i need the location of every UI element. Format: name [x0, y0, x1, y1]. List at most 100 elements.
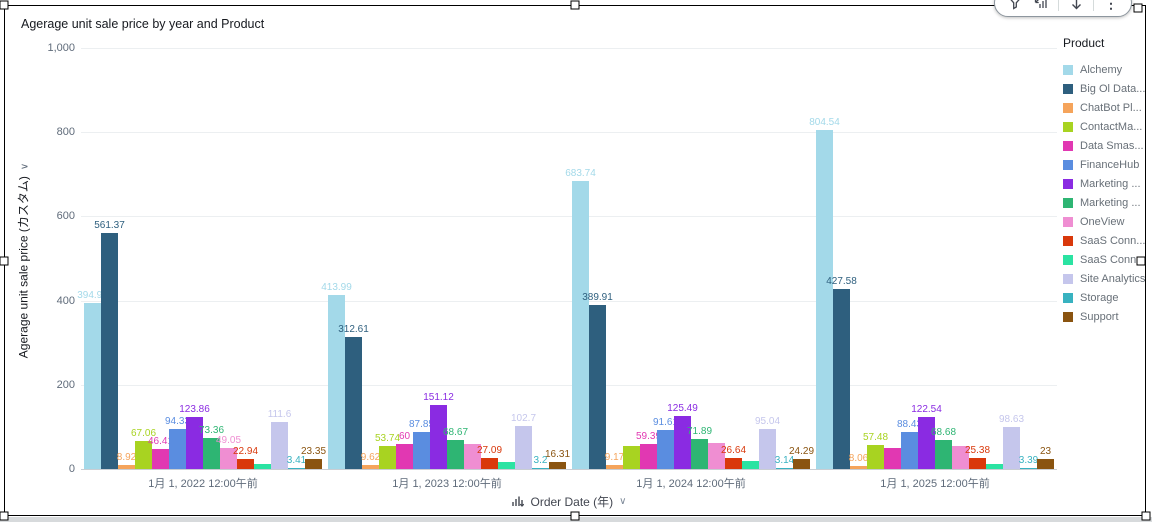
chart-bar[interactable]: 25.38: [965, 445, 990, 469]
kebab-menu-icon[interactable]: ⋮: [1099, 0, 1123, 15]
legend-item[interactable]: Storage: [1063, 288, 1149, 307]
resize-handle-top-left[interactable]: [0, 0, 9, 10]
chart-bar[interactable]: 91.61: [653, 417, 678, 469]
chart-arrow-icon[interactable]: [1029, 0, 1053, 15]
legend-item[interactable]: Big Ol Data...: [1063, 79, 1149, 98]
chart-bar[interactable]: 49.05: [216, 435, 241, 469]
chart-bar[interactable]: 23.35: [301, 446, 326, 469]
chart-bar[interactable]: 102.7: [511, 413, 536, 469]
legend-item[interactable]: Alchemy: [1063, 60, 1149, 79]
chart-bar[interactable]: 68.67: [443, 427, 468, 469]
x-axis-label: 1月 1, 2023 12:00午前: [392, 478, 502, 490]
legend-item[interactable]: Support: [1063, 307, 1149, 326]
chart-bar[interactable]: 151.12: [423, 392, 454, 469]
chart-bar[interactable]: 16.31: [545, 449, 570, 469]
visual-container[interactable]: Agerage unit sale price by year and Prod…: [4, 5, 1146, 516]
legend-item[interactable]: Data Smas...: [1063, 136, 1149, 155]
arrow-down-icon[interactable]: [1064, 0, 1088, 15]
y-tick-label: 0: [68, 463, 75, 475]
chart-bar[interactable]: 3.2: [532, 455, 549, 469]
chart-bar[interactable]: [952, 445, 969, 469]
chart-bar[interactable]: 123.86: [179, 404, 210, 469]
bar-group: 683.74 389.91 9.17 59.39 91.61 125.49 71.89 26.…: [565, 48, 814, 469]
chart-bar[interactable]: 94.33: [165, 416, 190, 469]
legend-item[interactable]: FinanceHub: [1063, 155, 1149, 174]
bar-value-label: 22.94: [232, 446, 259, 458]
chart-bar[interactable]: 46.41: [148, 436, 173, 469]
chart-bar[interactable]: 394.99: [77, 290, 108, 469]
bar-value-label: 122.54: [911, 404, 942, 416]
legend-item[interactable]: ContactMa...: [1063, 117, 1149, 136]
chart-bar[interactable]: 683.74: [565, 168, 596, 469]
resize-handle-left-middle[interactable]: [0, 256, 9, 266]
chart-bar[interactable]: 804.54: [809, 117, 840, 469]
chart-bar[interactable]: [254, 463, 271, 469]
chart-bar[interactable]: 60: [396, 431, 413, 469]
x-axis-field-control[interactable]: Order Date (年) ∨: [511, 493, 627, 510]
chart-bar[interactable]: 67.06: [131, 428, 156, 469]
chart-bar[interactable]: 87.85: [409, 419, 434, 469]
legend-item[interactable]: ChatBot Pl...: [1063, 98, 1149, 117]
resize-handle-bottom-center[interactable]: [570, 511, 580, 521]
legend-label: Storage: [1080, 291, 1119, 304]
resize-handle-right-middle[interactable]: [1136, 256, 1146, 266]
chart-bar[interactable]: [708, 442, 725, 469]
chart-bar[interactable]: 3.41: [287, 455, 306, 469]
resize-handle-bottom-left[interactable]: [0, 511, 9, 521]
chart-bar[interactable]: 59.39: [636, 431, 661, 469]
chart-bar[interactable]: 413.99: [321, 282, 352, 469]
chart-bar[interactable]: 389.91: [582, 292, 613, 469]
chart-bar[interactable]: 24.29: [789, 446, 814, 469]
chart-bar[interactable]: 71.89: [687, 426, 712, 469]
legend-swatch: [1063, 102, 1073, 113]
chart-bar[interactable]: 3.14: [775, 455, 794, 469]
chart-bar[interactable]: 68.68: [931, 427, 956, 469]
chart-bar[interactable]: [464, 444, 481, 469]
chart-bar[interactable]: 57.48: [863, 432, 888, 469]
chart-bar[interactable]: 125.49: [667, 403, 698, 469]
resize-handle-top-center[interactable]: [570, 0, 580, 10]
chart-bar[interactable]: 23: [1037, 446, 1054, 469]
bar-value-label: 68.68: [930, 427, 957, 439]
chart-bar[interactable]: 95.04: [755, 416, 780, 469]
filter-icon[interactable]: [1003, 0, 1027, 15]
chart-bar[interactable]: 427.58: [826, 276, 857, 469]
chart-bar[interactable]: [884, 447, 901, 469]
legend-item[interactable]: SaaS Conn...: [1063, 231, 1149, 250]
legend-item[interactable]: SaaS Conn...: [1063, 250, 1149, 269]
chart-bar[interactable]: 22.94: [233, 446, 258, 469]
chart-bar[interactable]: [623, 445, 640, 469]
chart-bar[interactable]: 3.39: [1019, 455, 1038, 469]
chart-bar[interactable]: 27.09: [477, 445, 502, 469]
chart-bar[interactable]: 8.92: [117, 452, 136, 469]
chart-bar[interactable]: [498, 461, 515, 469]
resize-handle-bottom-right[interactable]: [1141, 511, 1151, 521]
legend-item[interactable]: OneView: [1063, 212, 1149, 231]
legend-label: Marketing ...: [1080, 196, 1141, 209]
y-axis-title[interactable]: Agerage unit sale price (カスタム) ∨: [15, 91, 32, 431]
chart-bar[interactable]: 8.06: [849, 453, 868, 469]
chart-bar[interactable]: 312.61: [338, 324, 369, 469]
bar-value-label: 561.37: [94, 219, 125, 231]
chart-bar[interactable]: 98.63: [999, 414, 1024, 469]
x-axis-control-row: Order Date (年) ∨: [81, 493, 1057, 510]
chart-bar[interactable]: 73.36: [199, 425, 224, 469]
chevron-down-icon: ∨: [19, 162, 31, 171]
legend-swatch: [1063, 311, 1073, 322]
chart-bar[interactable]: 9.62: [361, 452, 380, 469]
legend-swatch: [1063, 197, 1073, 208]
chart-bar[interactable]: 111.6: [268, 409, 291, 469]
chart-bar[interactable]: 561.37: [94, 220, 125, 469]
chart-bar[interactable]: [742, 461, 759, 469]
chart-bar[interactable]: [986, 463, 1003, 469]
legend-item[interactable]: Marketing ...: [1063, 193, 1149, 212]
resize-handle-top-right[interactable]: [1133, 3, 1143, 13]
chart-bar[interactable]: 53.74: [375, 433, 400, 469]
legend-item[interactable]: Site Analytics: [1063, 269, 1149, 288]
legend-item[interactable]: Marketing ...: [1063, 174, 1149, 193]
chart-bar[interactable]: 9.17: [605, 452, 624, 469]
chart-bar[interactable]: 122.54: [911, 404, 942, 469]
chart-bar[interactable]: 26.64: [721, 445, 746, 469]
chart-bar[interactable]: 88.43: [897, 419, 922, 469]
bar-value-label: 53.74: [374, 433, 401, 445]
